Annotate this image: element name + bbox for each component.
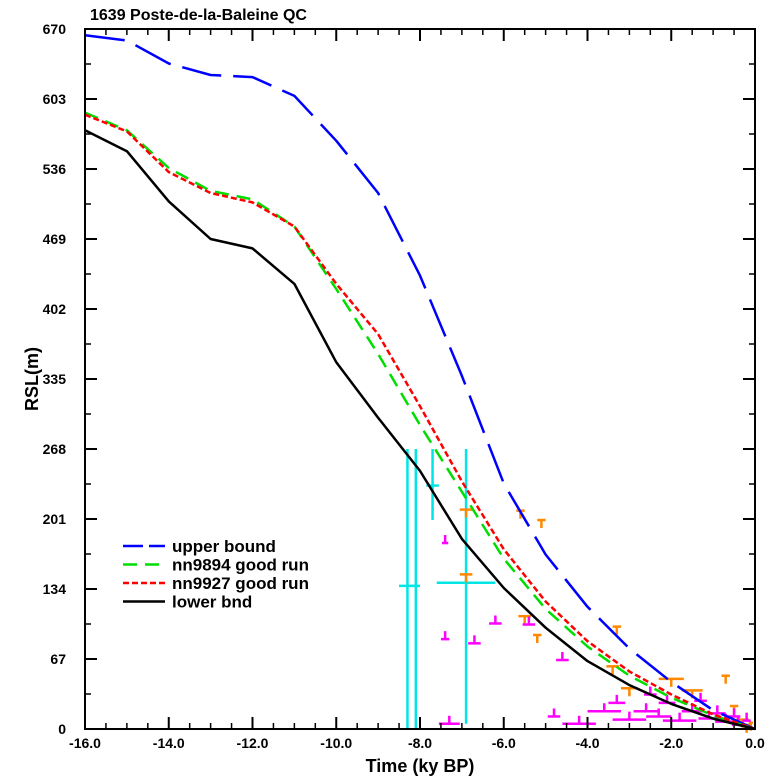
orange-data-point <box>621 687 638 697</box>
legend-label: upper bound <box>172 537 276 556</box>
y-tick-label: 670 <box>43 21 67 37</box>
magenta-data-point <box>522 616 536 626</box>
axis-layer: -16.0 -14.0 -12.0 -10.0 -8.0 -6.0 -4.0 -2.0 0.0 0… <box>43 21 765 751</box>
orange-data-point <box>459 508 473 518</box>
magenta-data-point <box>468 635 481 645</box>
y-tick-label: 469 <box>43 231 67 247</box>
chart-title: 1639 Poste-de-la-Baleine QC <box>90 7 307 24</box>
x-tick-label: 0.0 <box>745 735 765 751</box>
series-line-upper-bound <box>84 34 756 731</box>
x-tick-label: -6.0 <box>492 735 516 751</box>
series-layer <box>84 34 756 731</box>
plot-frame <box>84 28 756 730</box>
y-tick-label: 335 <box>43 371 67 387</box>
series-line-lower-bnd <box>84 129 756 731</box>
magenta-data-point <box>612 711 647 721</box>
orange-data-point <box>658 677 684 687</box>
magenta-data-point <box>587 703 621 713</box>
series-line-nn9894-good-run <box>84 111 756 731</box>
magenta-data-point <box>440 631 450 641</box>
orange-data-point <box>537 518 546 529</box>
x-tick-label: -14.0 <box>153 735 185 751</box>
y-tick-label: 603 <box>43 91 67 107</box>
legend-label: nn9894 good run <box>172 556 309 575</box>
orange-data-point <box>721 674 730 684</box>
x-tick-label: -4.0 <box>575 735 599 751</box>
x-tick-label: -12.0 <box>237 735 269 751</box>
magenta-data-point <box>438 715 460 726</box>
cyan-data-point <box>436 449 496 724</box>
y-tick-label: 67 <box>50 651 66 667</box>
legend-label: nn9927 good run <box>172 574 309 593</box>
magenta-data-point <box>489 615 502 625</box>
magenta-data-point <box>608 694 626 705</box>
magenta-data-point <box>646 708 672 718</box>
cyan-data-point <box>411 449 420 729</box>
orange-data-point <box>612 625 621 635</box>
x-axis-title: Time (ky BP) <box>366 756 475 776</box>
orange-data-point <box>459 573 473 583</box>
magenta-data-point <box>662 712 697 722</box>
cyan-data-point <box>399 449 416 729</box>
y-tick-label: 201 <box>43 511 67 527</box>
x-tick-label: -16.0 <box>69 735 101 751</box>
magenta-data-point <box>556 652 569 662</box>
legend-label: lower bnd <box>172 593 252 612</box>
y-axis-title: RSL(m) <box>22 347 42 411</box>
magenta-data-point <box>727 708 741 718</box>
series-line-nn9927-good-run <box>84 113 756 731</box>
orange-data-point <box>606 665 619 675</box>
y-tick-label: 402 <box>43 301 67 317</box>
y-tick-label: 536 <box>43 161 67 177</box>
orange-data-point <box>518 614 531 625</box>
magenta-data-point <box>562 715 596 726</box>
magenta-data-point <box>547 708 561 718</box>
magenta-data-point <box>742 712 751 722</box>
y-tick-label: 134 <box>43 581 67 597</box>
magenta-data-point <box>633 703 659 713</box>
x-tick-label: -8.0 <box>408 735 432 751</box>
x-tick-label: -2.0 <box>659 735 683 751</box>
magenta-data-point <box>441 535 449 545</box>
orange-data-point <box>533 633 542 643</box>
magenta-data-point <box>708 705 726 715</box>
y-tick-label: 268 <box>43 441 67 457</box>
x-tick-label: -10.0 <box>320 735 352 751</box>
y-tick-label: 0 <box>58 721 66 737</box>
